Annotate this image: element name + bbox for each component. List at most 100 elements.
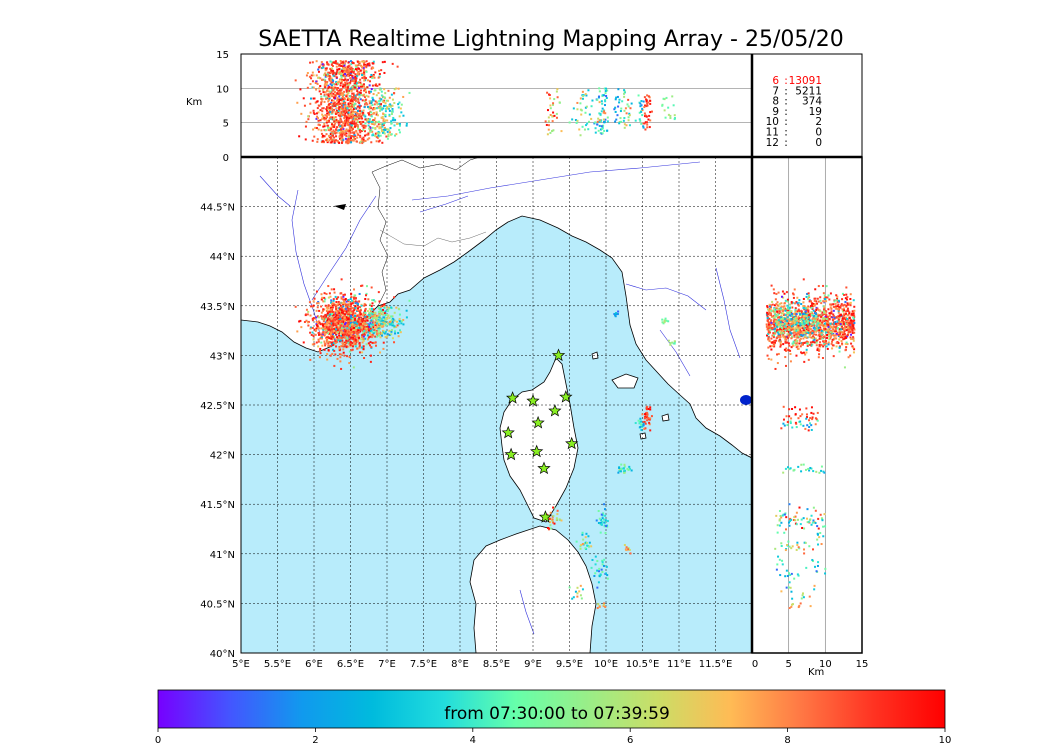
lightning-source-altitude bbox=[331, 140, 334, 143]
lightning-source-altitude bbox=[349, 108, 352, 111]
lightning-source-altitude bbox=[355, 88, 358, 91]
lightning-source bbox=[369, 329, 372, 332]
lightning-source-side bbox=[779, 338, 782, 341]
lightning-source-altitude bbox=[334, 116, 337, 119]
lightning-source bbox=[344, 305, 347, 308]
lightning-source bbox=[363, 333, 366, 336]
lightning-source-altitude bbox=[372, 120, 375, 123]
lightning-source-altitude bbox=[317, 123, 320, 126]
lightning-source-altitude bbox=[614, 106, 617, 109]
lightning-source bbox=[327, 317, 330, 320]
lightning-source bbox=[352, 366, 355, 369]
lightning-source-altitude bbox=[340, 120, 343, 123]
lightning-source-altitude bbox=[644, 121, 647, 124]
lightning-source-side bbox=[777, 304, 780, 307]
lightning-source bbox=[328, 310, 331, 313]
lightning-source bbox=[337, 319, 340, 322]
lightning-source-altitude bbox=[330, 93, 333, 96]
lightning-source-altitude bbox=[314, 82, 317, 85]
lightning-source-side bbox=[783, 317, 786, 320]
lightning-source bbox=[333, 303, 336, 306]
lightning-source bbox=[555, 518, 558, 521]
lightning-source bbox=[347, 312, 350, 315]
lightning-source-altitude bbox=[350, 111, 353, 114]
lightning-source bbox=[315, 316, 318, 319]
lightning-source-altitude bbox=[337, 110, 340, 113]
lightning-source bbox=[549, 524, 552, 527]
lightning-source-side bbox=[774, 367, 777, 370]
lightning-source bbox=[645, 407, 648, 410]
lightning-source-side bbox=[770, 309, 773, 312]
lightning-source bbox=[327, 349, 330, 352]
lightning-source-side bbox=[820, 328, 823, 331]
lightning-source-altitude bbox=[382, 119, 385, 122]
lightning-source-altitude bbox=[601, 102, 604, 105]
lightning-source-side bbox=[853, 331, 856, 334]
lightning-source-altitude bbox=[389, 127, 392, 130]
lightning-source-altitude bbox=[306, 72, 309, 75]
lightning-source-side bbox=[814, 316, 817, 319]
lightning-source-side bbox=[777, 322, 780, 325]
lightning-source-altitude bbox=[347, 122, 350, 125]
lightning-source bbox=[382, 319, 385, 322]
lightning-source bbox=[649, 417, 652, 420]
lightning-source-side bbox=[783, 307, 786, 310]
lightning-source-side bbox=[849, 354, 852, 357]
lightning-source-altitude bbox=[384, 113, 387, 116]
lightning-source bbox=[334, 318, 337, 321]
lightning-source bbox=[343, 342, 346, 345]
lightning-source-side bbox=[817, 285, 820, 288]
lightning-source-side bbox=[787, 334, 790, 337]
lightning-source-altitude bbox=[549, 104, 552, 107]
lightning-source-side bbox=[848, 322, 851, 325]
lightning-source-altitude bbox=[332, 102, 335, 105]
lightning-source-side bbox=[841, 319, 844, 322]
lat-tick-label: 43.5°N bbox=[200, 302, 235, 313]
lightning-source bbox=[333, 337, 336, 340]
lightning-source-altitude bbox=[347, 111, 350, 114]
lightning-source bbox=[549, 521, 552, 524]
lightning-source bbox=[368, 314, 371, 317]
lightning-source bbox=[315, 320, 318, 323]
lightning-source bbox=[647, 407, 650, 410]
lightning-source-altitude bbox=[360, 116, 363, 119]
lightning-source bbox=[337, 315, 340, 318]
lightning-source-altitude bbox=[325, 82, 328, 85]
lightning-source-altitude bbox=[602, 111, 605, 114]
lightning-source-altitude bbox=[334, 97, 337, 100]
lightning-source-altitude bbox=[330, 81, 333, 84]
lightning-source-altitude bbox=[352, 92, 355, 95]
lightning-source-altitude bbox=[311, 139, 314, 142]
lightning-source bbox=[337, 326, 340, 329]
lightning-source-side bbox=[834, 302, 837, 305]
lightning-source-side bbox=[836, 321, 839, 324]
lightning-source bbox=[334, 310, 337, 313]
lightning-source bbox=[351, 316, 354, 319]
lightning-source bbox=[315, 329, 318, 332]
lightning-source bbox=[346, 320, 349, 323]
lightning-source-side bbox=[803, 341, 806, 344]
lightning-source-side bbox=[774, 339, 777, 342]
lightning-source bbox=[596, 607, 599, 610]
lightning-source-altitude bbox=[354, 80, 357, 83]
lightning-source bbox=[330, 301, 333, 304]
lightning-source bbox=[377, 320, 380, 323]
lightning-source-altitude bbox=[374, 84, 377, 87]
lightning-source bbox=[644, 416, 647, 419]
lightning-source-side bbox=[794, 316, 797, 319]
lightning-source bbox=[321, 333, 324, 336]
lightning-source bbox=[321, 332, 324, 335]
lightning-source-altitude bbox=[334, 94, 337, 97]
lightning-source-altitude bbox=[545, 123, 548, 126]
lightning-source-side bbox=[822, 284, 825, 287]
lightning-source bbox=[349, 312, 352, 315]
lightning-source-altitude bbox=[368, 118, 371, 121]
lightning-source-altitude bbox=[359, 134, 362, 137]
lightning-source-altitude bbox=[627, 98, 630, 101]
lightning-source-side bbox=[824, 298, 827, 301]
lightning-source bbox=[327, 296, 330, 299]
lightning-source-altitude bbox=[350, 117, 353, 120]
lat-tick-label: 44.5°N bbox=[200, 203, 235, 214]
lightning-source-altitude bbox=[380, 106, 383, 109]
lightning-source bbox=[326, 313, 329, 316]
